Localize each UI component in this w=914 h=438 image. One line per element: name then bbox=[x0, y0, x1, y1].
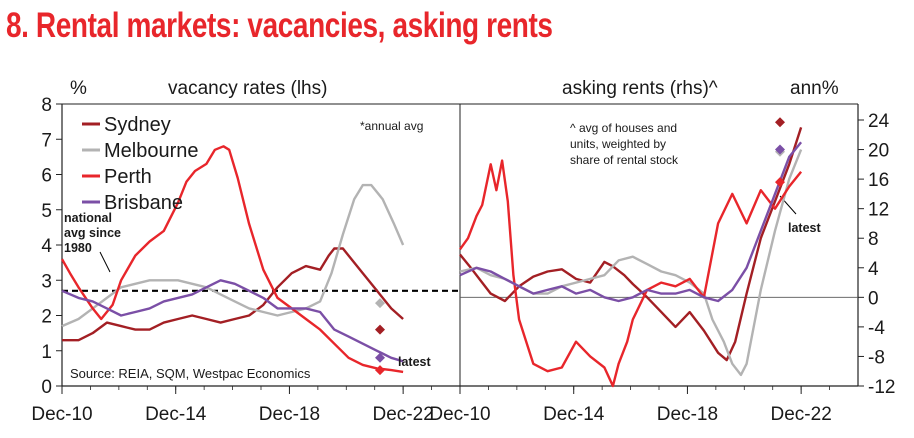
right-y-tick-label-8: 8 bbox=[868, 229, 879, 250]
vacancy-latest-marker-brisbane bbox=[375, 352, 385, 363]
rents-latest-marker-sydney bbox=[775, 117, 785, 128]
left-y-tick-label-2: 2 bbox=[41, 307, 52, 328]
vacancy-series-line-sydney bbox=[62, 247, 404, 342]
legend-label-sydney: Sydney bbox=[104, 114, 171, 136]
vacancy-subtitle: vacancy rates (lhs) bbox=[168, 78, 327, 99]
national-average-label-1: national bbox=[64, 211, 112, 225]
chart-title: 8. Rental markets: vacancies, asking ren… bbox=[6, 6, 553, 45]
national-average-label-2: avg since bbox=[64, 226, 121, 240]
right-y-tick-label-4: 4 bbox=[868, 259, 879, 280]
rents-series-line-brisbane bbox=[459, 141, 803, 303]
vacancy-latest-marker-perth bbox=[375, 365, 385, 376]
right-y-tick-label-4: -4 bbox=[868, 318, 885, 339]
left-x-tick-label-dec-18: Dec-18 bbox=[259, 404, 320, 425]
left-y-tick-label-3: 3 bbox=[41, 271, 52, 292]
vacancy-latest-label: latest bbox=[398, 355, 431, 369]
left-x-tick-label-dec-10: Dec-10 bbox=[31, 404, 92, 425]
rents-note-line-1: ^ avg of houses and bbox=[570, 121, 677, 135]
rents-note-line-2: units, weighted by bbox=[570, 137, 666, 151]
left-y-tick-label-6: 6 bbox=[41, 166, 52, 187]
national-average-pointer bbox=[99, 251, 111, 273]
legend-label-perth: Perth bbox=[104, 166, 152, 188]
right-y-tick-label-12: 12 bbox=[868, 200, 889, 221]
source-note: Source: REIA, SQM, Westpac Economics bbox=[70, 366, 311, 381]
vacancy-latest-marker-melbourne bbox=[375, 298, 385, 309]
right-x-tick-label-dec-10: Dec-10 bbox=[429, 404, 490, 425]
right-x-tick-label-dec-14: Dec-14 bbox=[543, 404, 605, 425]
right-y-tick-label-24: 24 bbox=[868, 111, 890, 132]
vacancy-series-line-perth bbox=[60, 145, 404, 374]
right-y-tick-label-16: 16 bbox=[868, 170, 889, 191]
legend-label-brisbane: Brisbane bbox=[104, 192, 183, 214]
rents-subtitle: asking rents (rhs)^ bbox=[562, 78, 718, 99]
rents-latest-label: latest bbox=[788, 221, 821, 235]
right-y-tick-label-12: -12 bbox=[868, 377, 895, 398]
left-y-tick-label-1: 1 bbox=[41, 342, 52, 363]
left-y-tick-label-8: 8 bbox=[41, 95, 52, 116]
vacancy-series-line-brisbane bbox=[61, 279, 404, 363]
right-y-tick-label-0: 0 bbox=[868, 288, 879, 309]
vacancy-latest-marker-sydney bbox=[375, 324, 385, 335]
rents-latest-marker-brisbane bbox=[775, 144, 785, 155]
annual-average-note: *annual avg bbox=[360, 119, 423, 133]
right-x-tick-label-dec-18: Dec-18 bbox=[657, 404, 718, 425]
right-y-tick-label-20: 20 bbox=[868, 141, 889, 162]
rents-note-line-3: share of rental stock bbox=[570, 153, 679, 167]
right-y-unit-label: ann% bbox=[790, 78, 839, 99]
left-y-tick-label-5: 5 bbox=[41, 201, 52, 222]
legend-label-melbourne: Melbourne bbox=[104, 140, 199, 162]
rents-latest-marker-perth bbox=[775, 177, 785, 188]
national-average-label-3: 1980 bbox=[64, 241, 92, 255]
left-y-tick-label-4: 4 bbox=[41, 236, 52, 257]
left-x-tick-label-dec-22: Dec-22 bbox=[373, 404, 434, 425]
rents-series-line-sydney bbox=[459, 127, 803, 362]
rents-series-line-perth bbox=[459, 159, 803, 388]
left-y-tick-label-0: 0 bbox=[41, 377, 52, 398]
vacancy-series-line-melbourne bbox=[61, 183, 405, 328]
right-x-tick-label-dec-22: Dec-22 bbox=[771, 404, 832, 425]
left-y-unit-label: % bbox=[70, 78, 87, 99]
right-y-tick-label-8: -8 bbox=[868, 347, 885, 368]
left-y-tick-label-7: 7 bbox=[41, 130, 52, 151]
left-x-tick-label-dec-14: Dec-14 bbox=[145, 404, 207, 425]
